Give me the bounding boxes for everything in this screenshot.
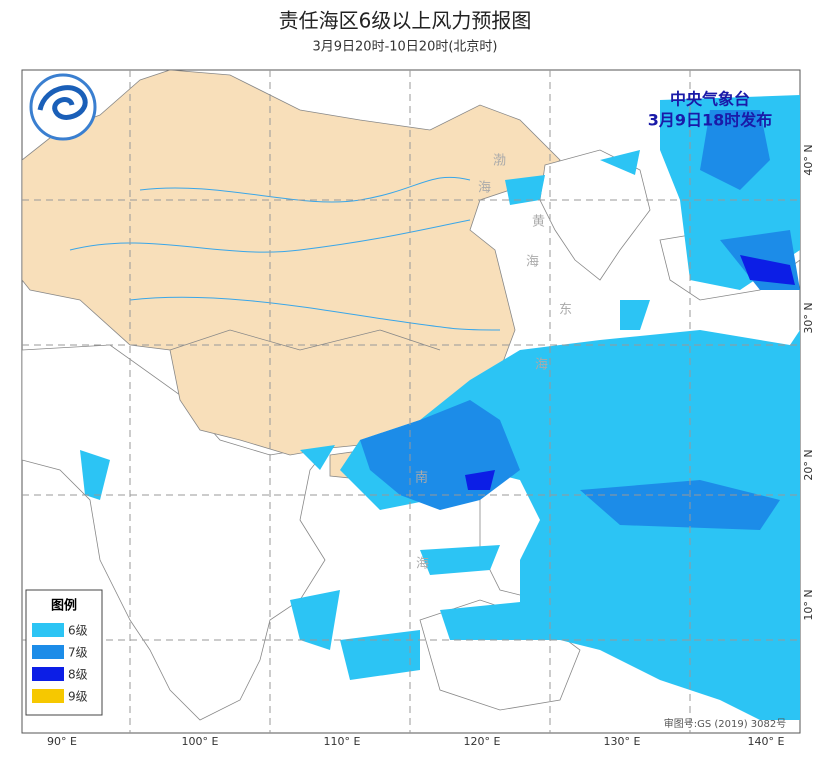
sea-label: 南 bbox=[415, 470, 428, 486]
longitude-label: 130° E bbox=[604, 735, 641, 748]
issue-time: 3月9日18时发布 bbox=[648, 111, 773, 130]
longitude-label: 100° E bbox=[182, 735, 219, 748]
legend-swatch bbox=[32, 667, 64, 681]
sea-labels: 渤 海 黄 海 东 海 南 海 bbox=[415, 153, 572, 572]
latitude-label: 40° N bbox=[802, 144, 815, 175]
legend-swatch bbox=[32, 645, 64, 659]
sea-label: 东 bbox=[559, 303, 572, 318]
longitude-label: 110° E bbox=[324, 735, 361, 748]
title: 责任海区6级以上风力预报图 bbox=[279, 9, 532, 33]
legend: 图例 6级 7级 8级 9级 bbox=[25, 589, 103, 716]
longitude-labels: 90° E 100° E 110° E 120° E 130° E 140° E bbox=[47, 735, 784, 748]
legend-title: 图例 bbox=[51, 598, 77, 614]
legend-swatch bbox=[32, 623, 64, 637]
legend-label: 6级 bbox=[68, 624, 88, 638]
sea-label: 海 bbox=[535, 358, 548, 373]
legend-label: 8级 bbox=[68, 668, 88, 682]
longitude-label: 140° E bbox=[748, 735, 785, 748]
legend-swatch bbox=[32, 689, 64, 703]
sea-label: 黄 bbox=[532, 215, 545, 230]
agency-name: 中央气象台 bbox=[670, 90, 750, 109]
map bbox=[21, 69, 801, 734]
sea-label: 海 bbox=[478, 181, 491, 196]
sea-label: 海 bbox=[416, 557, 429, 572]
latitude-label: 20° N bbox=[802, 449, 815, 480]
latitude-labels: 40° N 30° N 20° N 10° N bbox=[802, 144, 815, 620]
longitude-label: 120° E bbox=[464, 735, 501, 748]
legend-label: 7级 bbox=[68, 646, 88, 660]
subtitle: 3月9日20时-10日20时(北京时) bbox=[312, 40, 497, 55]
longitude-label: 90° E bbox=[47, 735, 77, 748]
sea-label: 海 bbox=[526, 255, 539, 270]
latitude-label: 10° N bbox=[802, 589, 815, 620]
latitude-label: 30° N bbox=[802, 302, 815, 333]
map-review-number: 审图号:GS (2019) 3082号 bbox=[664, 717, 787, 730]
logo bbox=[29, 73, 97, 141]
legend-label: 9级 bbox=[68, 690, 88, 704]
sea-label: 渤 bbox=[493, 153, 506, 169]
